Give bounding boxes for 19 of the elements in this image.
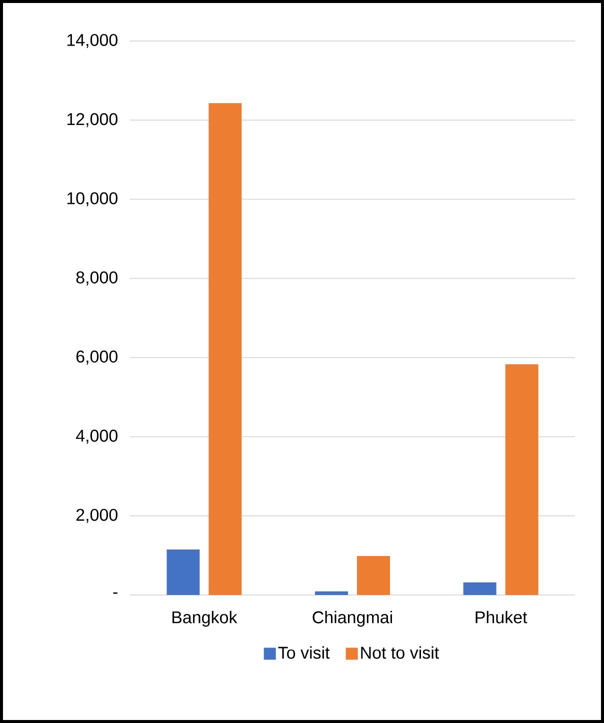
y-tick-label: 6,000 <box>76 350 118 365</box>
bar <box>505 364 538 595</box>
y-tick-label: 12,000 <box>67 113 118 128</box>
x-tick-label: Phuket <box>476 610 528 624</box>
x-tick-label: Bangkok <box>172 610 238 627</box>
bar <box>356 556 390 595</box>
legend-label: To visit <box>278 646 330 659</box>
bar <box>166 549 200 595</box>
y-tick-label: 14,000 <box>67 34 118 48</box>
bar <box>314 591 348 595</box>
x-tick-label: Chiangmai <box>312 610 392 627</box>
y-tick-label: 4,000 <box>76 430 118 444</box>
y-tick-label: 8,000 <box>76 271 118 286</box>
bar <box>463 582 496 595</box>
y-tick-label: 2,000 <box>76 508 118 523</box>
y-tick-label: 10,000 <box>67 192 118 206</box>
legend-label: Not to visit <box>361 646 439 659</box>
y-tick-label: - <box>113 592 118 594</box>
bar <box>208 103 242 595</box>
